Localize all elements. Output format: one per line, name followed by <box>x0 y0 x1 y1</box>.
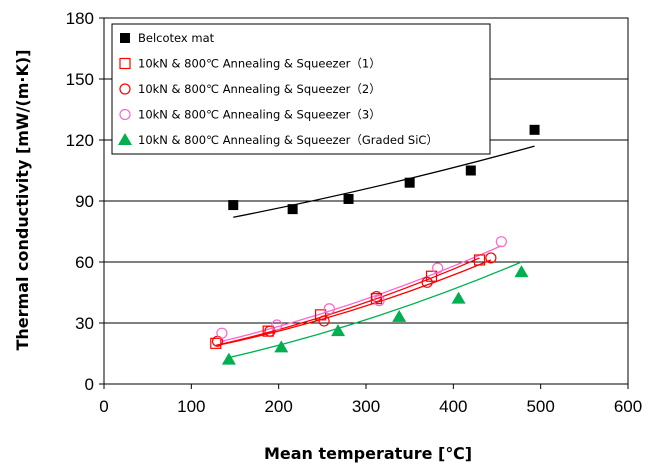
data-point <box>485 252 497 264</box>
data-point <box>514 265 529 278</box>
data-point <box>373 295 385 307</box>
x-tick-label: 0 <box>99 397 108 416</box>
data-points <box>210 124 540 365</box>
y-axis-title: Thermal conductivity [mW/(m·K)] <box>13 49 32 350</box>
x-tick-label: 200 <box>264 397 292 416</box>
legend-label: 10kN & 800℃ Annealing & Squeezer（3） <box>138 108 381 122</box>
legend-label: 10kN & 800℃ Annealing & Squeezer（Graded … <box>138 133 438 147</box>
data-point <box>271 319 283 331</box>
x-axis-title: Mean temperature [℃] <box>264 444 472 463</box>
data-point <box>465 165 476 176</box>
data-point <box>331 324 346 337</box>
data-point <box>495 236 507 248</box>
data-point <box>323 303 335 315</box>
legend-marker <box>119 108 131 121</box>
trendline <box>233 145 535 218</box>
legend-marker <box>120 33 130 43</box>
legend-label: Belcotex mat <box>138 31 215 45</box>
y-tick-label: 30 <box>75 314 94 333</box>
legend-marker <box>118 133 132 145</box>
x-tick-label: 600 <box>614 397 642 416</box>
tick-labels: 0 30 60 90 120 150 180 0 100 200 300 400 500 600 <box>66 9 643 416</box>
y-tick-label: 0 <box>85 375 94 394</box>
y-tick-label: 180 <box>66 9 94 28</box>
data-point <box>287 204 298 215</box>
data-point <box>404 177 415 188</box>
data-point <box>421 276 433 288</box>
data-point <box>314 309 327 321</box>
data-point <box>529 124 540 135</box>
trendline <box>217 259 492 347</box>
trendline <box>228 261 522 359</box>
data-point <box>451 291 466 304</box>
legend-marker <box>119 83 131 95</box>
data-point <box>216 327 228 339</box>
legend-marker <box>119 57 131 70</box>
y-tick-label: 150 <box>66 70 94 89</box>
trendlines <box>215 145 535 359</box>
data-point <box>228 200 239 211</box>
data-point <box>210 337 222 349</box>
data-point <box>473 254 486 266</box>
data-point <box>221 352 236 365</box>
x-tick-label: 400 <box>439 397 467 416</box>
y-tick-label: 60 <box>75 253 94 272</box>
x-tick-label: 500 <box>526 397 554 416</box>
trendline <box>221 245 502 342</box>
trendline <box>215 257 480 347</box>
data-point <box>343 193 354 204</box>
legend-label: 10kN & 800℃ Annealing & Squeezer（2） <box>138 82 381 96</box>
y-tick-label: 120 <box>66 131 94 150</box>
data-point <box>274 340 289 353</box>
x-tick-label: 100 <box>177 397 205 416</box>
x-tick-label: 300 <box>352 397 380 416</box>
data-point <box>318 315 330 327</box>
data-point <box>264 325 276 337</box>
y-tick-label: 90 <box>75 192 94 211</box>
data-point <box>432 262 444 274</box>
legend-label: 10kN & 800℃ Annealing & Squeezer（1） <box>138 57 381 71</box>
data-point <box>392 309 407 322</box>
legend-box <box>111 23 491 155</box>
legend: Belcotex mat 10kN & 800℃ Annealing & Sque… <box>111 23 491 155</box>
